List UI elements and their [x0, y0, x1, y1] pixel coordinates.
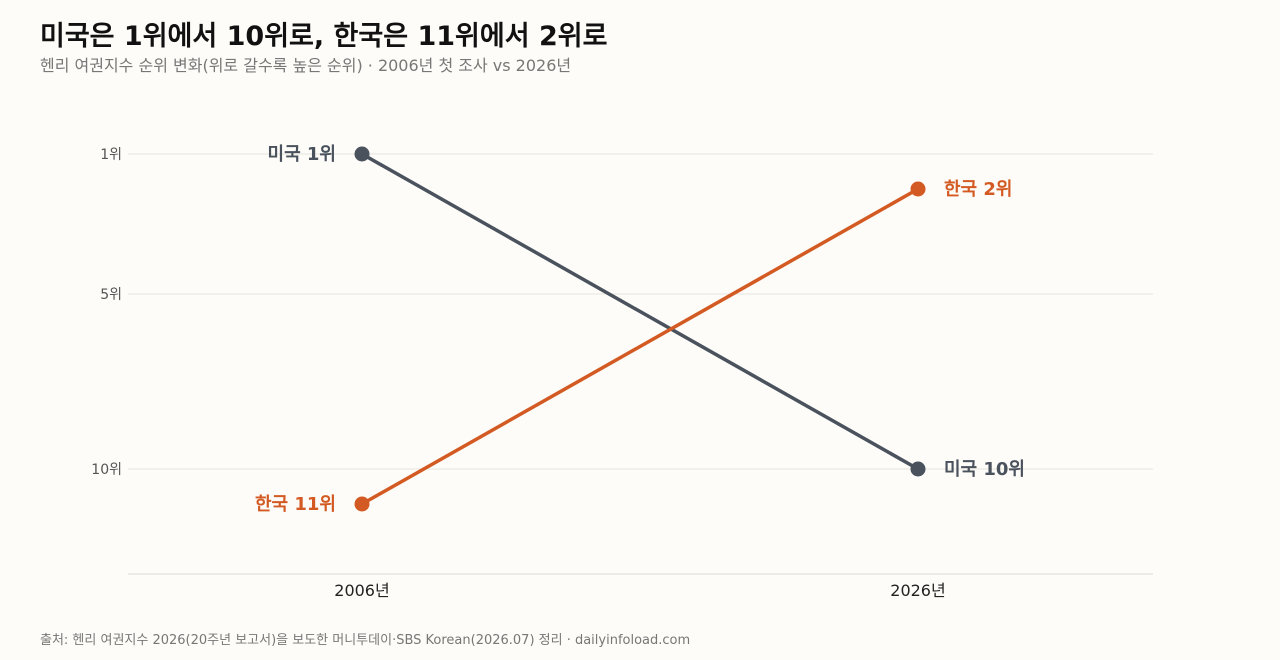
series-line-0	[360, 152, 920, 471]
data-point	[910, 461, 926, 477]
series-lines	[360, 152, 920, 506]
x-axis-ticks: 2006년 2026년	[334, 581, 945, 600]
data-label: 미국 10위	[944, 459, 1025, 480]
data-label: 한국 2위	[944, 179, 1012, 200]
y-tick-label: 10위	[91, 462, 122, 478]
data-label: 한국 11위	[255, 494, 336, 515]
y-tick-label: 1위	[100, 147, 122, 163]
chart-subtitle: 헨리 여권지수 순위 변화(위로 갈수록 높은 순위) · 2006년 첫 조사…	[40, 56, 572, 75]
data-point	[354, 496, 370, 512]
x-tick-label: 2026년	[890, 581, 945, 600]
data-label: 미국 1위	[268, 144, 336, 165]
series-line-1	[360, 187, 920, 506]
grid-lines	[128, 153, 1153, 470]
chart-title: 미국은 1위에서 10위로, 한국은 11위에서 2위로	[40, 21, 608, 52]
data-point	[354, 146, 370, 162]
series-points	[354, 146, 926, 512]
y-tick-label: 5위	[100, 287, 122, 303]
y-axis-ticks: 1위 5위 10위	[91, 147, 122, 478]
source-note: 출처: 헨리 여권지수 2026(20주년 보고서)을 보도한 머니투데이·SB…	[40, 633, 691, 648]
data-point	[910, 181, 926, 197]
x-tick-label: 2006년	[334, 581, 389, 600]
